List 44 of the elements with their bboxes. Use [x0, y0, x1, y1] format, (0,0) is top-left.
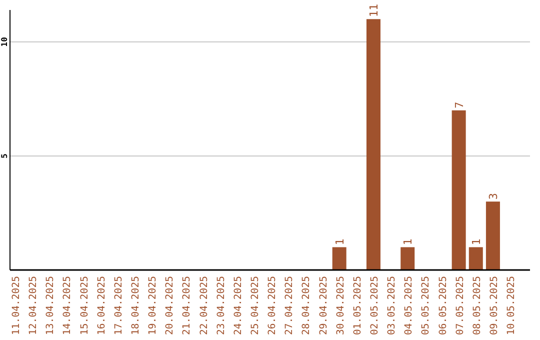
x-tick-label: 13.04.2025	[45, 276, 56, 335]
x-tick-label: 28.04.2025	[301, 276, 312, 335]
data-label: 3	[486, 192, 500, 200]
x-tick-label: 04.05.2025	[404, 276, 415, 335]
x-tick-label: 10.05.2025	[506, 276, 518, 335]
data-label: 1	[470, 238, 483, 246]
x-tick-label: 30.04.2025	[335, 276, 346, 335]
data-label: 7	[452, 102, 466, 108]
x-tick-label: 09.05.2025	[488, 276, 500, 335]
data-label: 11	[367, 4, 380, 18]
bar	[400, 247, 415, 270]
x-tick-label: 21.04.2025	[182, 276, 193, 335]
x-tick-label: 20.04.2025	[164, 276, 176, 335]
x-tick-label: 05.05.2025	[420, 276, 432, 335]
data-label: 1	[333, 238, 346, 246]
y-tick-label: 10	[0, 36, 9, 47]
x-tick-label: 01.05.2025	[352, 276, 364, 335]
x-tick-label: 11.04.2025	[11, 276, 22, 335]
x-tick-label: 16.04.2025	[96, 276, 108, 335]
bar	[468, 247, 483, 270]
x-tick-label: 03.05.2025	[386, 276, 398, 335]
x-tick-label: 12.04.2025	[28, 276, 40, 335]
x-tick-label: 08.05.2025	[472, 276, 483, 335]
x-tick-label: 07.05.2025	[454, 276, 466, 335]
bar	[332, 247, 346, 270]
bar	[486, 202, 500, 270]
x-tick-label: 17.04.2025	[113, 276, 124, 335]
x-tick-label: 24.04.2025	[232, 276, 244, 335]
x-tick-label: 27.04.2025	[284, 276, 296, 335]
x-tick-label: 06.05.2025	[438, 276, 449, 335]
x-tick-label: 29.04.2025	[318, 276, 330, 335]
x-tick-label: 23.04.2025	[216, 276, 227, 335]
x-tick-label: 26.04.2025	[267, 276, 278, 335]
data-label: 1	[402, 238, 415, 246]
bar	[452, 110, 466, 270]
x-tick-label: 19.04.2025	[148, 276, 159, 335]
bar	[366, 19, 380, 270]
x-tick-label: 15.04.2025	[79, 276, 90, 335]
x-tick-label: 22.04.2025	[198, 276, 210, 335]
x-tick-label: 18.04.2025	[130, 276, 142, 335]
x-tick-label: 25.04.2025	[250, 276, 261, 335]
y-tick-label: 5	[0, 153, 9, 158]
x-tick-label: 14.04.2025	[62, 276, 74, 335]
x-tick-label: 02.05.2025	[369, 276, 380, 335]
